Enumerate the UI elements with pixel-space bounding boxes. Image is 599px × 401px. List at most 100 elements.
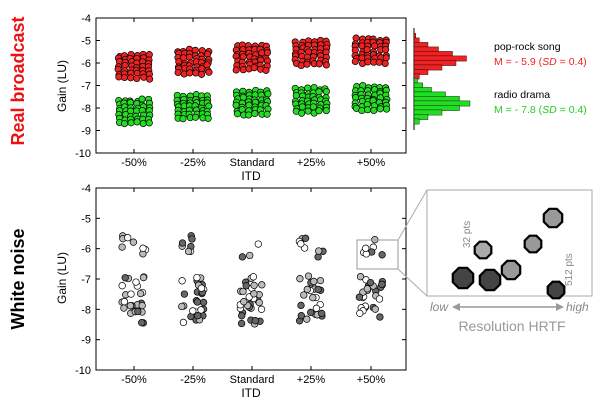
inset-marker bbox=[546, 280, 566, 300]
noise-point bbox=[238, 312, 246, 320]
bottom-ytick-label: -6 bbox=[81, 244, 91, 256]
noise-point bbox=[249, 273, 258, 281]
noise-point bbox=[118, 243, 126, 251]
song-point bbox=[351, 57, 359, 66]
zoom-connector-bottom bbox=[397, 268, 428, 297]
drama-point bbox=[139, 120, 147, 128]
noise-point bbox=[318, 309, 326, 318]
noise-point bbox=[197, 284, 206, 292]
song-point bbox=[192, 69, 200, 77]
noise-point bbox=[126, 302, 135, 310]
noise-point bbox=[296, 275, 304, 283]
noise-point bbox=[139, 244, 147, 252]
noise-point bbox=[378, 280, 386, 288]
drama-point bbox=[383, 105, 391, 113]
resolution-arrow-right-head bbox=[556, 303, 564, 311]
drama-point bbox=[264, 90, 272, 98]
drama-point bbox=[239, 93, 247, 102]
noise-point bbox=[132, 278, 140, 286]
noise-point bbox=[237, 319, 246, 328]
noise-point bbox=[303, 315, 311, 323]
resolution-arrow-left-head bbox=[452, 303, 460, 311]
noise-point bbox=[197, 306, 205, 314]
noise-point bbox=[376, 313, 384, 321]
noise-point bbox=[303, 285, 311, 294]
bottom-xtick-label: -25% bbox=[180, 374, 206, 386]
song-point bbox=[364, 58, 372, 66]
song-point bbox=[381, 59, 389, 68]
row-label-noise: White noise bbox=[8, 228, 28, 329]
song-point bbox=[127, 74, 135, 82]
song-point bbox=[352, 34, 360, 42]
noise-point bbox=[371, 305, 379, 313]
noise-point bbox=[356, 309, 364, 317]
noise-point bbox=[138, 319, 146, 327]
song-point bbox=[185, 53, 194, 61]
drama-point bbox=[298, 109, 306, 117]
song-point bbox=[133, 74, 141, 83]
noise-point bbox=[239, 287, 247, 296]
noise-point bbox=[257, 305, 266, 313]
top-ytick-label: -9 bbox=[81, 126, 91, 138]
noise-point bbox=[120, 298, 129, 306]
top-scatter-points bbox=[114, 34, 391, 128]
noise-point bbox=[138, 301, 146, 310]
song-point bbox=[322, 61, 330, 69]
noise-point bbox=[307, 308, 315, 317]
noise-point bbox=[312, 304, 321, 312]
noise-point bbox=[178, 302, 186, 311]
noise-point bbox=[310, 277, 318, 286]
inset-marker bbox=[473, 240, 493, 260]
drama-label: radio drama bbox=[494, 89, 550, 101]
inset-marker bbox=[478, 268, 502, 292]
noise-point bbox=[300, 291, 308, 299]
noise-point bbox=[240, 298, 248, 306]
noise-point bbox=[250, 281, 258, 290]
noise-point bbox=[362, 244, 370, 252]
top-xtick-label: -50% bbox=[121, 157, 147, 169]
song-point bbox=[382, 46, 390, 54]
drama-stats: M = - 7.8 (SD = 0.4) bbox=[494, 104, 587, 116]
drama-point bbox=[120, 120, 129, 128]
noise-point bbox=[315, 247, 323, 255]
noise-point bbox=[251, 317, 259, 325]
bottom-ytick-label: -8 bbox=[81, 304, 91, 316]
inset-points bbox=[451, 207, 566, 300]
song-hist-bar bbox=[413, 69, 429, 75]
noise-point bbox=[179, 318, 188, 327]
noise-point bbox=[194, 312, 202, 320]
inset-label-32: 32 pts bbox=[462, 221, 473, 248]
noise-point bbox=[193, 273, 201, 282]
noise-point bbox=[136, 289, 145, 298]
noise-point bbox=[189, 307, 197, 315]
drama-point bbox=[232, 101, 240, 109]
noise-point bbox=[178, 239, 187, 247]
drama-hist-bar bbox=[413, 118, 420, 125]
top-ytick-label: -7 bbox=[81, 81, 91, 93]
drama-point bbox=[315, 107, 323, 115]
drama-point bbox=[376, 105, 384, 113]
drama-point bbox=[358, 106, 366, 115]
drama-point bbox=[322, 88, 330, 96]
bottom-x-axis: -50% -25% Standard +25% +50% bbox=[121, 188, 385, 386]
noise-point bbox=[238, 253, 247, 261]
bottom-xtick-label: +25% bbox=[297, 374, 326, 386]
noise-point bbox=[139, 273, 148, 282]
song-point bbox=[239, 66, 247, 74]
song-point bbox=[146, 75, 154, 83]
noise-point bbox=[250, 290, 258, 298]
bottom-xtick-label: -50% bbox=[121, 374, 147, 386]
top-xtick-label: +50% bbox=[357, 157, 386, 169]
song-point bbox=[198, 70, 206, 78]
inset-marker bbox=[500, 259, 522, 281]
song-point bbox=[186, 69, 194, 77]
bottom-xtick-label: Standard bbox=[230, 374, 275, 386]
song-point bbox=[297, 61, 305, 70]
drama-point bbox=[138, 95, 146, 103]
noise-point bbox=[127, 290, 135, 298]
noise-point bbox=[363, 285, 371, 293]
zoom-connector-top bbox=[397, 189, 428, 241]
noise-point bbox=[134, 307, 142, 316]
song-point bbox=[140, 73, 148, 81]
top-x-axis: -50% -25% Standard +25% +50% bbox=[121, 18, 385, 169]
